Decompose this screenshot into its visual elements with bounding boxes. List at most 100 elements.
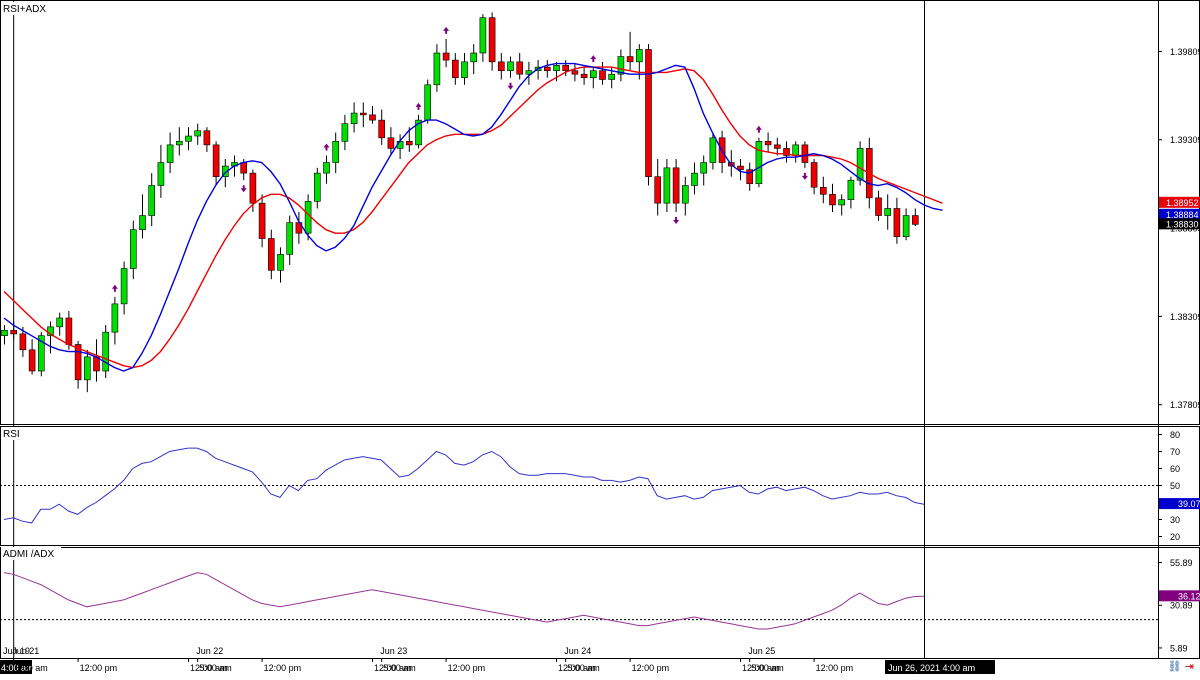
price-tag (1159, 208, 1200, 220)
candle-body (176, 141, 183, 146)
signal-arrow-up (443, 26, 450, 34)
rsi-line (3, 447, 925, 524)
candle-body (884, 208, 892, 216)
candle-body (405, 141, 413, 146)
candle-body (801, 144, 809, 163)
candle-body (130, 229, 137, 269)
time-axis-date-label: Jun 25 (748, 646, 775, 656)
price-tick-label: 1.37809 (1170, 400, 1200, 410)
adx-tick-label: 5.89 (1170, 643, 1188, 653)
candle-body (875, 197, 882, 216)
rsi-tick-label: 20 (1170, 532, 1180, 542)
time-axis-label: 12:00 pm (816, 663, 854, 673)
candle-body (359, 112, 367, 116)
candle-body (709, 137, 717, 163)
candle-body (166, 144, 174, 163)
time-axis-date-label: Jun 22 (196, 646, 223, 656)
candle-body (497, 61, 505, 71)
adx-tick-label: 55.89 (1170, 558, 1193, 568)
candle-body (267, 238, 275, 271)
candle-body (74, 344, 82, 381)
candle-body (120, 268, 128, 305)
candle-body (543, 66, 551, 71)
price-tag-label: 1.38830 (1166, 219, 1199, 229)
rsi-value-label: 39.07 (1178, 499, 1200, 509)
candle-body (19, 333, 27, 351)
candle-body (755, 141, 763, 185)
time-axis-label: 12:00 pm (632, 663, 670, 673)
time-axis-label: 12:00 am (742, 663, 780, 673)
candle-body (838, 199, 846, 206)
signal-arrow-down (673, 217, 680, 224)
ma-fast-line (3, 62, 943, 372)
candle-body (369, 114, 376, 121)
signal-arrow-down (507, 82, 514, 90)
candle-body (691, 172, 698, 186)
candle-body (773, 144, 781, 149)
candle-body (847, 179, 855, 200)
candle-body (810, 162, 818, 188)
time-axis-label: 5:00 am (567, 663, 600, 673)
candle-body (37, 335, 45, 372)
rsi-panel-title: RSI (3, 429, 20, 440)
rsi-tick-label: 30 (1170, 515, 1180, 525)
candle-body (222, 165, 229, 177)
time-axis-label: 5:00 am (15, 663, 48, 673)
candle-body (10, 330, 17, 335)
candle-body (856, 148, 864, 181)
candle-body (442, 52, 450, 61)
main-panel-title: RSI+ADX (3, 4, 46, 15)
candle-body (783, 148, 790, 156)
candle-body (645, 49, 652, 177)
candle-body (681, 185, 689, 204)
candle-body (415, 119, 422, 146)
link-icon[interactable]: ⛓ (1167, 661, 1182, 673)
time-axis-label: 12:00 am (374, 663, 412, 673)
candle-body (277, 254, 284, 271)
candle-body (461, 61, 468, 79)
candle-body (911, 215, 919, 225)
signal-arrow-up (415, 102, 422, 110)
candle-body (635, 49, 643, 63)
candle-body (617, 56, 625, 75)
time-axis-label: 12:00 pm (448, 663, 486, 673)
candle-body (84, 356, 91, 381)
candle-body (203, 130, 211, 146)
time-cursor-tag (885, 660, 995, 674)
signal-arrow-down (801, 172, 808, 180)
candle-body (387, 137, 395, 149)
candle-body (424, 84, 432, 121)
scroll-controls[interactable]: ⛓ ⇥ (1168, 660, 1194, 673)
candle-body (608, 73, 616, 80)
time-axis-label: 12:00 am (190, 663, 228, 673)
candle-body (258, 202, 266, 239)
candle-body (341, 123, 349, 142)
rsi-value-tag (1159, 498, 1200, 510)
candle-body (553, 65, 560, 71)
time-axis-label: 12:00 pm (80, 663, 118, 673)
candle-body (746, 169, 754, 185)
candle-body (433, 52, 441, 86)
candle-body (332, 141, 340, 163)
adx-tick-label: 30.89 (1170, 601, 1193, 611)
candle-body (304, 201, 312, 234)
candle-body (139, 215, 146, 230)
candle-body (764, 141, 772, 146)
candle-body (194, 130, 201, 137)
candle-body (56, 317, 64, 328)
scroll-to-end-icon[interactable]: ⇥ (1184, 661, 1194, 673)
candle-body (65, 317, 73, 345)
adx-panel-title: ADMI /ADX (3, 549, 54, 560)
signal-arrow-down (240, 185, 247, 193)
candle-body (313, 172, 321, 202)
time-axis-date-label: Jun 21 (12, 646, 39, 656)
time-axis-label: 5:00 am (199, 663, 232, 673)
candle-body (663, 167, 671, 204)
time-axis-label: 12:00 pm (264, 663, 302, 673)
adx-panel-title-bg (1, 547, 61, 560)
candle-body (479, 17, 487, 54)
price-tag-label: 1.38952 (1166, 198, 1199, 208)
candle-body (672, 167, 680, 204)
candle-body (589, 70, 597, 79)
candle-body (451, 59, 459, 79)
